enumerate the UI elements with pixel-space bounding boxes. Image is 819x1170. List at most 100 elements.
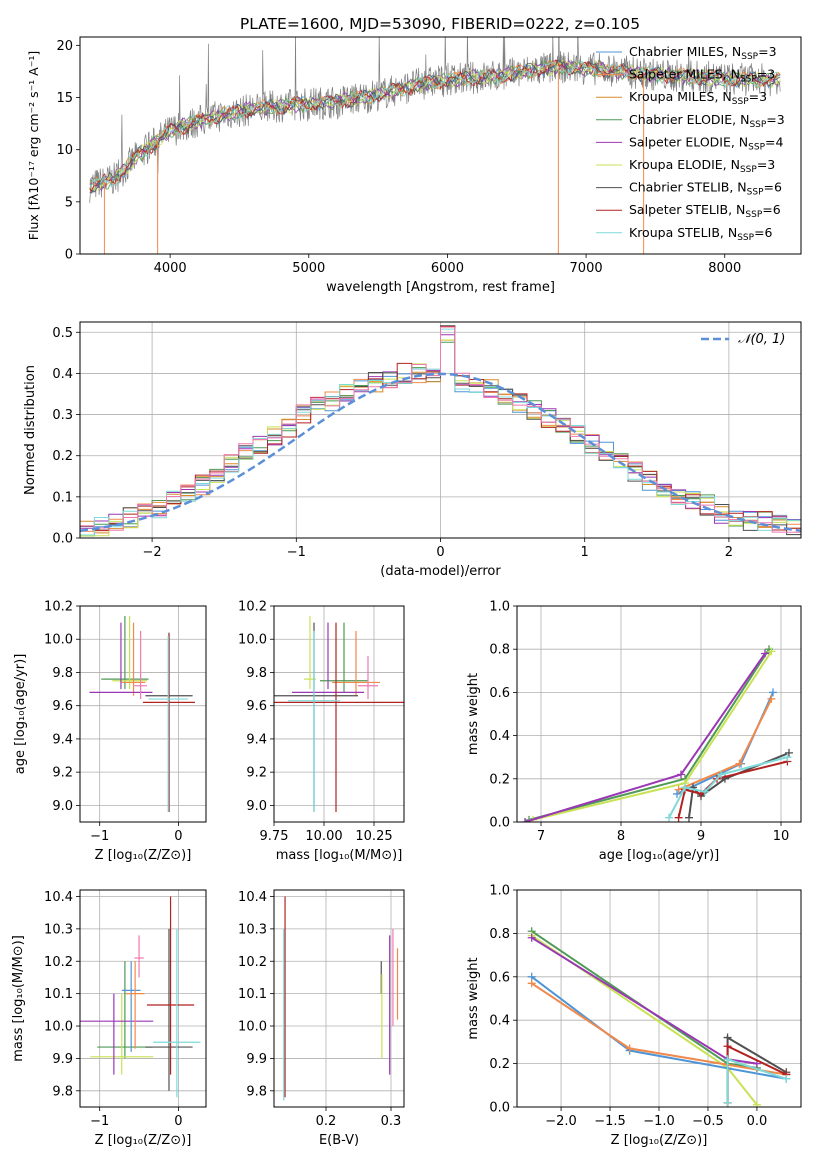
data-point-marker <box>521 818 529 822</box>
data-point-marker <box>761 649 769 658</box>
plot-area <box>517 890 801 1107</box>
axes-frame <box>79 605 207 823</box>
y-tick-label: 0.0 <box>489 1101 510 1116</box>
y-tick-label: 10.3 <box>44 922 73 937</box>
y-tick-label: 10.0 <box>44 1020 73 1035</box>
spectrum-data-line <box>89 37 781 203</box>
plot-area <box>274 606 404 822</box>
y-tick-label: 10.2 <box>238 600 267 615</box>
y-axis-label: age [log₁₀(age/yr)] <box>13 654 28 775</box>
x-tick-label: 9 <box>697 829 705 844</box>
y-tick-label: 0 <box>65 248 73 263</box>
y-tick-label: 9.4 <box>246 732 267 747</box>
panel-mass_vs_Z: −1 0 9.8 9.9 10.0 10.1 10.2 10.3 10.4 Z [log₁₀(Z/… <box>11 889 207 1148</box>
y-tick-label: 0.8 <box>489 927 510 942</box>
x-tick-label: −1.0 <box>643 1114 675 1129</box>
y-tick-label: 10.4 <box>238 890 267 905</box>
y-tick-label: 10.1 <box>238 987 267 1002</box>
x-axis-label: Z [log₁₀(Z/Z⊙)] <box>95 1133 192 1148</box>
y-tick-label: 1.0 <box>489 884 510 899</box>
figure-title: PLATE=1600, MJD=53090, FIBERID=0222, z=0… <box>240 15 640 33</box>
x-tick-label: 0.0 <box>747 1114 768 1129</box>
y-tick-label: 10.1 <box>44 987 73 1002</box>
y-tick-label: 10 <box>56 143 73 158</box>
y-tick-label: 10.0 <box>238 633 267 648</box>
y-tick-label: 15 <box>56 91 73 106</box>
legend-label: Kroupa STELIB, NSSP=6 <box>629 225 773 243</box>
y-tick-label: 1.0 <box>489 600 510 615</box>
mass-weight-line-salpeter_elodie <box>531 936 758 1065</box>
y-tick-label: 0.2 <box>489 1057 510 1072</box>
x-tick-label: 6000 <box>431 261 464 276</box>
data-point-marker <box>783 753 792 762</box>
data-point-marker <box>674 813 683 822</box>
x-axis-label: Z [log₁₀(Z/Z⊙)] <box>611 1133 708 1148</box>
axes-frame <box>516 605 802 823</box>
axes-frame <box>79 36 802 255</box>
legend-label: Salpeter STELIB, NSSP=6 <box>629 202 781 220</box>
panel-age_vs_Z: −1 0 9.0 9.2 9.4 9.6 9.8 10.0 10.2 Z [log₁₀(Z/Z⊙)… <box>13 600 207 863</box>
model-line-chabrier_stelib <box>89 59 781 194</box>
x-tick-label: 4000 <box>154 261 187 276</box>
data-point-marker <box>723 1098 732 1107</box>
y-tick-label: 9.0 <box>52 799 73 814</box>
y-tick-label: 0.0 <box>52 532 73 547</box>
x-tick-label: 0 <box>174 1114 182 1129</box>
plot-area <box>80 606 206 822</box>
legend-label: Chabrier MILES, NSSP=3 <box>629 44 777 62</box>
data-point-marker <box>782 1074 791 1083</box>
y-tick-label: 20 <box>56 39 73 54</box>
legend-label: Chabrier STELIB, NSSP=6 <box>629 180 782 198</box>
panel-mass_vs_EBV: 0.2 0.3 9.8 9.9 10.0 10.1 10.2 10.3 10.4 E(B-V) <box>238 889 405 1148</box>
x-tick-label: 2 <box>725 545 733 560</box>
y-tick-label: 0.4 <box>489 729 510 744</box>
y-axis-label: mass weight <box>466 673 481 755</box>
normal-curve <box>80 372 801 533</box>
data-point-marker <box>735 759 744 768</box>
y-tick-label: 9.0 <box>246 799 267 814</box>
legend-label: Chabrier ELODIE, NSSP=3 <box>629 112 785 130</box>
model-line-kroupa_stelib <box>89 59 781 188</box>
axes-frame <box>273 889 405 1108</box>
data-point-marker <box>527 933 536 942</box>
x-tick-label: −2 <box>143 545 162 560</box>
y-tick-label: 9.8 <box>52 666 73 681</box>
x-tick-label: 5000 <box>292 261 325 276</box>
y-axis-label: Normed distribution <box>23 365 38 495</box>
panel-residual_hist: −2 −1 0 1 2 0.0 0.1 0.2 0.3 0.4 0.5 (data-model)/er… <box>23 321 802 579</box>
x-axis-label: age [log₁₀(age/yr)] <box>599 848 720 863</box>
x-tick-label: −2.0 <box>545 1114 577 1129</box>
y-tick-label: 10.0 <box>238 1020 267 1035</box>
panel-age_vs_mass: 9.75 10.00 10.25 9.0 9.2 9.4 9.6 9.8 10.0 10.2 mas… <box>238 600 405 863</box>
y-tick-label: 0.4 <box>52 367 73 382</box>
data-point-marker <box>681 783 689 792</box>
x-axis-label: mass [log₁₀(M/M⊙)] <box>276 848 403 863</box>
y-tick-label: 0.6 <box>489 970 510 985</box>
y-tick-label: 9.8 <box>246 666 267 681</box>
x-axis-label: E(B-V) <box>319 1133 359 1148</box>
y-tick-label: 10.2 <box>44 600 73 615</box>
y-axis-label: Flux [fλ10⁻¹⁷ erg cm⁻² s⁻¹ A⁻¹] <box>26 51 41 240</box>
y-tick-label: 9.2 <box>52 766 73 781</box>
x-tick-label: −0.5 <box>692 1114 724 1129</box>
y-tick-label: 9.2 <box>246 766 267 781</box>
axes-frame <box>79 889 207 1108</box>
y-tick-label: 9.9 <box>52 1052 73 1067</box>
x-tick-label: −1 <box>90 1114 109 1129</box>
data-point-marker <box>785 748 793 757</box>
plot-area <box>517 606 801 822</box>
data-point-marker <box>625 1044 634 1053</box>
y-tick-label: 10.2 <box>44 955 73 970</box>
y-tick-label: 0.3 <box>52 408 73 423</box>
model-line-salpeter_stelib <box>89 59 781 193</box>
y-tick-label: 10.4 <box>44 890 73 905</box>
panel-spectrum: 4000 5000 6000 7000 8000 0 5 10 15 20 wavelength [… <box>26 36 802 295</box>
data-point-marker <box>752 1100 761 1107</box>
y-tick-label: 10.2 <box>238 955 267 970</box>
y-tick-label: 0.4 <box>489 1014 510 1029</box>
y-tick-label: 0.8 <box>489 643 510 658</box>
x-tick-label: 0 <box>174 829 182 844</box>
mass-weight-line-salpeter_elodie <box>524 652 766 822</box>
x-tick-label: 10.00 <box>305 829 342 844</box>
y-tick-label: 0.2 <box>489 772 510 787</box>
